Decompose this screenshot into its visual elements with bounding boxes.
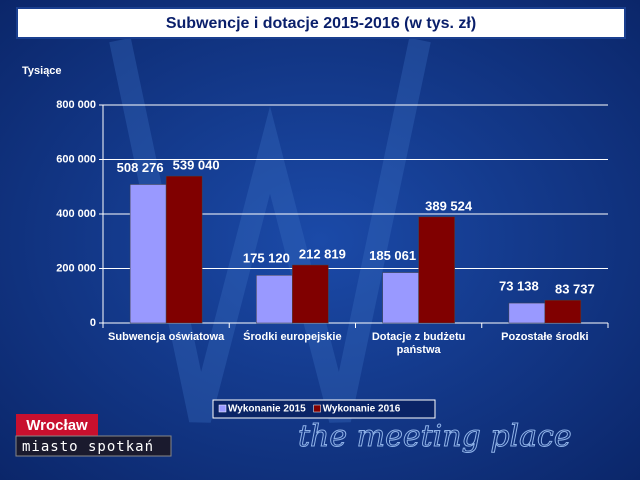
legend-label: Wykonanie 2016 xyxy=(323,404,401,415)
value-label: 185 061 xyxy=(369,248,416,263)
bar xyxy=(544,299,582,324)
value-label: 508 276 xyxy=(117,160,164,175)
y-tick-label: 200 000 xyxy=(56,262,96,274)
y-tick-label: 0 xyxy=(90,317,96,329)
bar xyxy=(129,184,167,324)
bar xyxy=(256,275,293,324)
logo-box xyxy=(16,414,98,436)
logo: Wrocław xyxy=(26,417,88,434)
tagline: miasto spotkań xyxy=(22,439,154,455)
bar xyxy=(382,272,419,324)
legend-swatch xyxy=(218,404,227,413)
chart-title: Subwencje i dotacje 2015-2016 (w tys. zł… xyxy=(166,15,476,32)
value-label: 175 120 xyxy=(243,251,290,266)
value-label: 73 138 xyxy=(499,279,539,294)
value-label: 83 737 xyxy=(555,282,595,297)
x-tick-label: Pozostałe środki xyxy=(501,331,588,343)
legend-label: Wykonanie 2015 xyxy=(228,404,306,415)
x-tick-label: Dotacje z budżetu państwa xyxy=(372,331,466,356)
value-label: 539 040 xyxy=(173,158,220,173)
x-tick-label: Środki europejskie xyxy=(243,330,341,343)
value-label: 212 819 xyxy=(299,246,346,261)
bar xyxy=(165,175,203,324)
y-tick-label: 800 000 xyxy=(56,99,96,111)
slogan: the meeting place xyxy=(298,419,572,454)
legend-swatch xyxy=(313,404,321,413)
y-axis-label: Tysiące xyxy=(22,65,62,77)
tagline-box xyxy=(15,435,172,457)
bar xyxy=(292,264,329,324)
y-tick-label: 600 000 xyxy=(56,153,96,165)
bar xyxy=(418,216,455,324)
title-box xyxy=(16,7,626,39)
bar xyxy=(508,302,546,324)
y-tick-label: 400 000 xyxy=(56,208,96,220)
legend-box xyxy=(212,399,436,419)
x-tick-label: Subwencja oświatowa xyxy=(108,331,225,343)
value-label: 389 524 xyxy=(425,198,473,213)
